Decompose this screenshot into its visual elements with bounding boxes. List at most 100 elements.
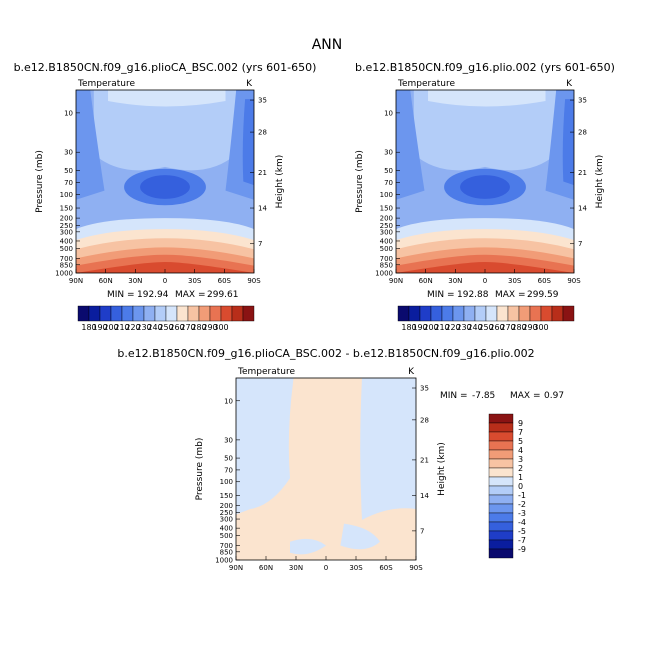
colorbar-label: 300 [213, 323, 228, 332]
field-label: Temperature [77, 79, 135, 89]
figure-title: ANN [312, 37, 343, 53]
colorbar-swatch [452, 305, 465, 322]
contour-fill-warm-layer [396, 262, 574, 273]
colorbar-label: 3 [518, 455, 523, 464]
colorbar-swatch [488, 512, 514, 523]
colorbar-swatch [198, 305, 211, 322]
y-tick-label: 400 [220, 525, 233, 533]
contour-fill-cold-core [460, 175, 510, 199]
y-axis-label: Pressure (mb) [195, 438, 205, 501]
units-label: K [246, 79, 253, 89]
colorbar-swatch [132, 305, 145, 322]
contour-fill-negative-left [236, 378, 294, 515]
colorbar-swatch [488, 539, 514, 550]
units-label: K [566, 79, 573, 89]
max-value: 0.97 [544, 391, 564, 401]
x-tick-label: 30S [349, 564, 363, 572]
x-tick-label: 60N [419, 277, 433, 285]
y-right-tick-label: 14 [258, 205, 267, 213]
colorbar-label: 240 [467, 323, 482, 332]
min-value: 192.94 [137, 290, 169, 300]
contour-fill-right-dark [242, 99, 254, 186]
y-tick-label: 250 [380, 222, 393, 230]
contour-fills [396, 90, 574, 273]
colorbar-label: 2 [518, 464, 523, 473]
colorbar-swatch [77, 305, 90, 322]
colorbar-swatch [397, 305, 410, 322]
colorbar-swatch [529, 305, 542, 322]
y-tick-label: 400 [380, 237, 393, 245]
colorbar-swatch [176, 305, 189, 322]
colorbar-swatch [408, 305, 421, 322]
y-tick-label: 200 [60, 215, 73, 223]
colorbar-swatch [242, 305, 255, 322]
colorbar-swatch [187, 305, 200, 322]
y-axis-right-label: Height (km) [595, 155, 605, 209]
colorbar-swatch [220, 305, 233, 322]
x-tick-label: 30N [448, 277, 462, 285]
min-label: MIN = [427, 290, 455, 300]
y-tick-label: 700 [60, 255, 73, 263]
y-tick-label: 30 [224, 436, 233, 444]
y-tick-label: 200 [220, 502, 233, 510]
colorbar-swatch [110, 305, 123, 322]
min-value: 192.88 [457, 290, 489, 300]
contour-fill-negative-patch [290, 538, 326, 555]
contour-fill-top [428, 90, 546, 107]
field-label: Temperature [237, 367, 295, 377]
x-tick-label: 90S [567, 277, 581, 285]
min-max-readout: MIN = 192.94 MAX = 299.61 [107, 290, 239, 300]
colorbar-label: 250 [158, 323, 173, 332]
colorbar-swatch [496, 305, 509, 322]
y-right-tick-label: 7 [258, 240, 262, 248]
colorbar-swatch [488, 431, 514, 442]
y-tick-label: 300 [60, 228, 73, 236]
y-tick-label: 70 [384, 179, 393, 187]
y-tick-label: 30 [384, 149, 393, 157]
min-label: MIN = [107, 290, 135, 300]
y-axis-label: Pressure (mb) [355, 150, 365, 213]
x-tick-label: 30N [289, 564, 303, 572]
colorbar-label: 200 [103, 323, 118, 332]
x-tick-label: 60S [379, 564, 393, 572]
colorbar-label: 0 [518, 482, 523, 491]
y-tick-label: 50 [64, 167, 73, 175]
y-tick-label: 50 [384, 167, 393, 175]
y-right-tick-label: 28 [578, 129, 587, 137]
colorbar-label: 240 [147, 323, 162, 332]
y-tick-label: 10 [384, 109, 393, 117]
y-tick-label: 500 [220, 532, 233, 540]
contour-fill-warm-layer [76, 262, 254, 273]
colorbar-label: 230 [456, 323, 471, 332]
y-right-tick-label: 7 [578, 240, 582, 248]
colorbar-label: 260 [169, 323, 184, 332]
colorbar-label: -3 [518, 509, 526, 518]
colorbar-swatch [209, 305, 222, 322]
min-max-readout: MIN = -7.85 MAX = 0.97 [440, 391, 564, 401]
colorbar-swatch [441, 305, 454, 322]
contour-fill-negative-patch [340, 523, 380, 550]
y-axis-right-label: Height (km) [275, 155, 285, 209]
colorbar-swatch [488, 458, 514, 469]
colorbar-label: 280 [191, 323, 206, 332]
chart-panel-1: b.e12.B1850CN.f09_g16.plioCA_BSC.002 (yr… [14, 61, 317, 332]
y-axis-label: Pressure (mb) [35, 150, 45, 213]
colorbar-swatch [562, 305, 575, 322]
y-tick-label: 150 [220, 492, 233, 500]
colorbar-label: 260 [489, 323, 504, 332]
colorbar-swatch [488, 449, 514, 460]
y-right-tick-label: 14 [578, 205, 587, 213]
colorbar-label: 220 [445, 323, 460, 332]
y-tick-label: 850 [220, 548, 233, 556]
colorbar-label: 250 [478, 323, 493, 332]
y-tick-label: 150 [60, 205, 73, 213]
x-tick-label: 60S [218, 277, 232, 285]
y-tick-label: 700 [220, 542, 233, 550]
units-label: K [408, 367, 415, 377]
colorbar-label: 210 [434, 323, 449, 332]
y-tick-label: 200 [380, 215, 393, 223]
y-tick-label: 100 [60, 191, 73, 199]
colorbar-label: 280 [511, 323, 526, 332]
colorbar-label: 7 [518, 428, 523, 437]
